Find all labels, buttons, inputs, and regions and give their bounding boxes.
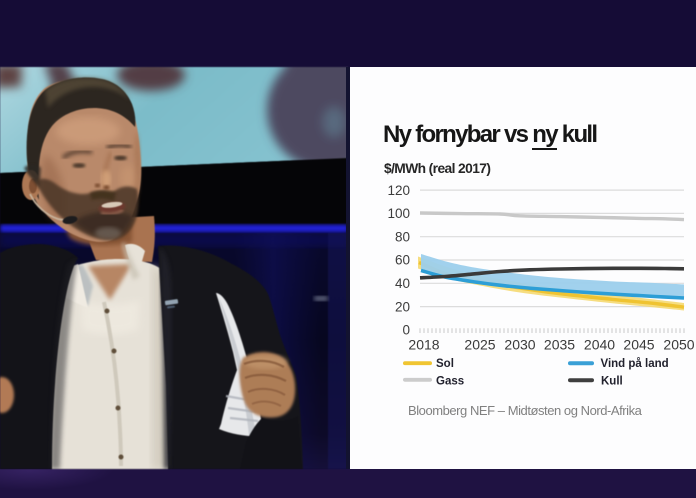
svg-text:2050: 2050 <box>663 337 694 353</box>
svg-text:Kull: Kull <box>601 376 623 388</box>
svg-text:60: 60 <box>395 253 410 268</box>
svg-text:100: 100 <box>387 206 410 221</box>
svg-text:80: 80 <box>395 229 410 244</box>
svg-text:120: 120 <box>387 183 410 198</box>
svg-text:Vind på land: Vind på land <box>601 358 669 370</box>
svg-text:Sol: Sol <box>436 358 454 370</box>
svg-text:2030: 2030 <box>504 337 535 353</box>
svg-text:2035: 2035 <box>544 337 575 353</box>
svg-text:20: 20 <box>395 299 410 314</box>
svg-text:40: 40 <box>395 276 410 291</box>
svg-text:Bloomberg NEF – Midtøsten og N: Bloomberg NEF – Midtøsten og Nord-Afrika <box>408 403 643 418</box>
svg-text:0: 0 <box>402 323 410 338</box>
svg-text:Gass: Gass <box>436 376 464 388</box>
svg-text:2045: 2045 <box>623 337 654 353</box>
svg-text:2040: 2040 <box>584 337 615 353</box>
svg-text:2025: 2025 <box>464 337 495 353</box>
svg-text:2018: 2018 <box>408 337 439 353</box>
